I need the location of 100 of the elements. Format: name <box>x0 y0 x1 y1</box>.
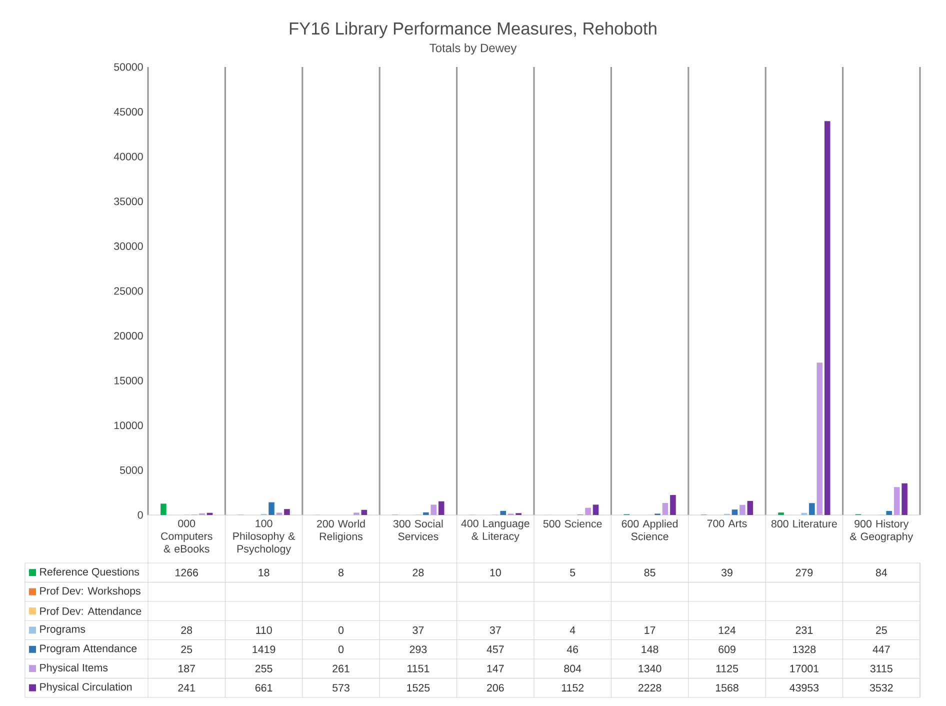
data-label: 293 <box>410 646 427 654</box>
y-tick-label: 45000 <box>114 108 143 116</box>
data-label: 255 <box>255 664 272 672</box>
data-label: 37 <box>412 626 424 634</box>
y-tick-label: 30000 <box>114 242 143 250</box>
y-tick-label: 35000 <box>114 198 143 206</box>
x-tick-label: 300 Social Services <box>393 520 443 540</box>
x-tick-label: 100 Philosophy & Psychology <box>233 520 296 555</box>
bar <box>778 512 784 515</box>
bar <box>740 504 746 515</box>
data-label: 609 <box>718 646 736 654</box>
legend-label: Physical Circulation <box>40 682 132 693</box>
bar <box>438 501 444 515</box>
data-label: 3532 <box>870 684 893 692</box>
data-label: 110 <box>256 626 272 634</box>
data-label: 1525 <box>407 684 430 692</box>
data-label: 187 <box>178 664 195 672</box>
data-label: 39 <box>721 568 732 576</box>
x-tick-label: 200 World Religions <box>317 520 365 542</box>
bar <box>809 503 815 515</box>
data-label: 8 <box>338 568 344 576</box>
data-label: 17 <box>644 626 656 634</box>
legend-label: Programs <box>40 625 86 635</box>
bar <box>662 502 668 515</box>
data-label: 148 <box>642 646 658 654</box>
data-label: 457 <box>486 646 504 654</box>
bar <box>902 483 908 515</box>
bar <box>886 510 892 515</box>
data-label: 25 <box>181 646 192 654</box>
bar <box>670 495 676 515</box>
y-tick-label: 40000 <box>114 152 143 160</box>
chart-title: FY16 Library Performance Measures, Rehoboth <box>290 22 656 38</box>
x-tick-label: 400 Language & Literacy <box>461 520 530 542</box>
bar <box>423 512 429 515</box>
data-label: 25 <box>876 626 887 634</box>
y-tick-label: 20000 <box>114 332 143 340</box>
data-label: 37 <box>490 626 501 634</box>
legend-label: Physical Items <box>40 664 108 674</box>
legend-label: Reference Questions <box>40 568 140 578</box>
data-label: 28 <box>412 568 424 576</box>
data-label: 147 <box>487 664 504 672</box>
data-label: 2228 <box>638 684 662 692</box>
legend-label: Prof Dev: Attendance <box>40 607 142 615</box>
data-label: 241 <box>178 684 195 692</box>
bar <box>500 510 506 515</box>
data-label: 279 <box>796 568 813 576</box>
y-tick-label: 5000 <box>120 466 143 474</box>
data-label: 1328 <box>793 646 816 654</box>
data-label: 1125 <box>716 664 738 672</box>
x-tick-label: 800 Literature <box>771 520 837 528</box>
bar <box>430 504 437 515</box>
data-label: 1152 <box>562 684 584 692</box>
data-label: 28 <box>181 626 192 634</box>
bar <box>747 500 754 515</box>
data-label: 3115 <box>870 664 892 672</box>
data-label: 4 <box>570 626 576 634</box>
data-label: 5 <box>570 568 576 576</box>
bar <box>894 487 900 515</box>
bar <box>284 509 290 515</box>
chart-subtitle: Totals by Dewey <box>430 43 517 55</box>
data-label: 447 <box>872 646 890 654</box>
bar <box>824 121 830 515</box>
data-label: 1419 <box>252 646 276 654</box>
data-label: 231 <box>796 626 813 634</box>
x-tick-label: 000 Computers & eBooks <box>161 520 212 553</box>
legend-label: Program Attendance <box>40 644 137 654</box>
data-label: 46 <box>566 646 578 654</box>
data-label: 0 <box>338 646 344 654</box>
bar <box>592 504 599 515</box>
y-tick-label: 50000 <box>114 63 143 71</box>
data-label: 124 <box>718 626 736 634</box>
bar <box>361 510 368 515</box>
data-label: 661 <box>255 684 272 692</box>
data-label: 43953 <box>790 684 819 692</box>
y-tick-label: 10000 <box>114 422 143 430</box>
y-tick-label: 0 <box>138 511 143 519</box>
data-label: 1151 <box>408 664 430 672</box>
x-tick-label: 500 Science <box>543 520 602 528</box>
data-label: 1266 <box>176 568 198 576</box>
x-tick-label: 900 History & Geography <box>850 520 914 542</box>
data-label: 84 <box>876 568 888 576</box>
bar <box>732 510 738 515</box>
bar <box>816 362 823 515</box>
bar <box>268 502 274 515</box>
data-label: 804 <box>564 664 582 672</box>
x-tick-label: 600 Applied Science <box>622 520 678 540</box>
data-label: 85 <box>644 568 656 576</box>
data-label: 0 <box>338 626 344 634</box>
data-label: 17001 <box>790 664 819 672</box>
data-label: 1568 <box>716 684 738 692</box>
y-tick-label: 25000 <box>114 287 143 295</box>
data-label: 261 <box>332 664 350 672</box>
bar <box>585 508 591 515</box>
y-tick-label: 15000 <box>114 376 143 384</box>
data-label: 18 <box>258 568 270 576</box>
bar <box>160 504 166 515</box>
data-label: 1340 <box>638 664 662 672</box>
data-label: 206 <box>487 684 504 692</box>
legend-label: Prof Dev: Workshops <box>40 586 140 597</box>
x-tick-label: 700 Arts <box>707 520 747 528</box>
